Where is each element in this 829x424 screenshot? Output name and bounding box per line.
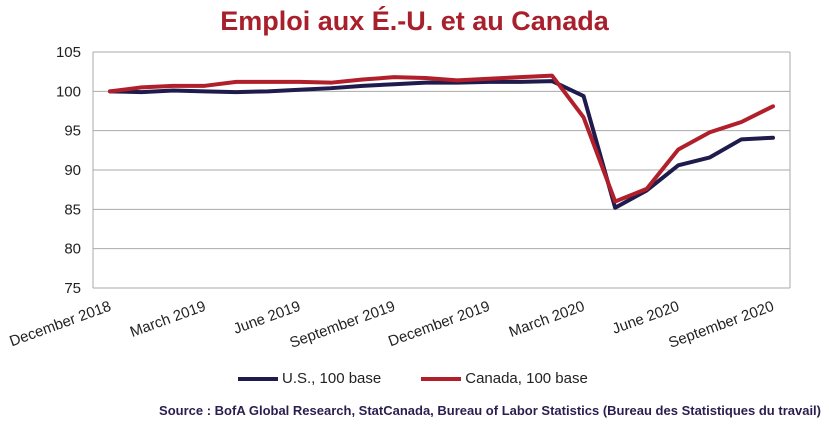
legend-swatch-canada <box>421 376 462 381</box>
x-tick-label: March 2020 <box>507 298 587 341</box>
y-tick-label: 85 <box>64 201 81 218</box>
x-tick-label: September 2020 <box>666 298 776 352</box>
x-tick-label: June 2020 <box>610 298 682 338</box>
legend-label-us: U.S., 100 base <box>282 370 382 387</box>
legend-label-canada: Canada, 100 base <box>465 370 588 387</box>
y-tick-label: 95 <box>64 123 81 140</box>
legend-item-us: U.S., 100 base <box>238 370 381 387</box>
y-tick-label: 75 <box>64 280 81 297</box>
chart-title: Emploi aux É.-U. et au Canada <box>220 6 609 36</box>
legend-item-canada: Canada, 100 base <box>421 370 588 387</box>
x-tick-label: September 2019 <box>287 298 397 352</box>
y-tick-label: 80 <box>64 241 81 258</box>
source-note: Source : BofA Global Research, StatCanad… <box>159 403 821 418</box>
series-line-canada <box>108 73 775 204</box>
y-tick-label: 105 <box>56 44 81 61</box>
legend-swatch-us <box>238 376 278 381</box>
x-tick-label: March 2019 <box>128 298 208 341</box>
x-tick-label: June 2019 <box>231 298 303 338</box>
y-tick-label: 90 <box>64 162 81 179</box>
y-tick-label: 100 <box>56 83 81 100</box>
legend: U.S., 100 base Canada, 100 base <box>238 370 588 387</box>
series-line-us <box>108 79 775 210</box>
x-tick-label: December 2019 <box>386 298 492 350</box>
x-tick-label: December 2018 <box>7 298 113 350</box>
